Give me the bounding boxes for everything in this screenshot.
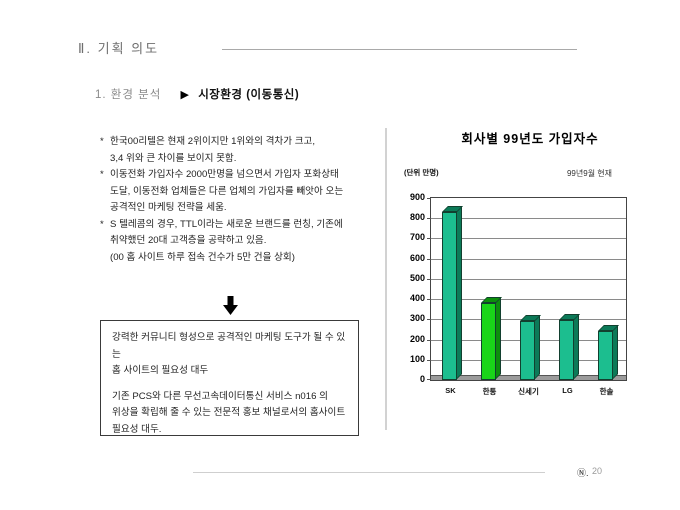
pointer-triangle-icon: ▶ (180, 89, 189, 101)
section-number: 1. 환경 분석 (95, 89, 162, 101)
bar-LG (559, 314, 580, 380)
y-tick-label: 400 (409, 293, 425, 304)
x-tick-label: 한통 (482, 387, 497, 396)
slide-title: Ⅱ. 기획 의도 (78, 41, 160, 56)
y-tick-mark (427, 359, 431, 361)
chart-y-axis: 0 100 200 300 400 500 600 700 800 900 (398, 192, 425, 384)
gridline (431, 299, 626, 301)
gridline (431, 238, 626, 240)
page-number: 20 (592, 466, 603, 476)
chart-plot: SK 한통 신세기 LG 한솔 (427, 197, 627, 396)
down-arrow-icon (223, 296, 238, 315)
bar-한통 (481, 297, 502, 380)
bullet-text: 한국00리텔은 현재 2위이지만 1위와의 격차가 크고, 3,4 위와 큰 차… (110, 136, 316, 164)
section-heading: 1. 환경 분석 ▶ 시장환경 (이동통신) (95, 86, 299, 102)
footer-divider (193, 472, 545, 473)
list-item: * S 텔레콤의 경우, TTL이라는 새로운 브랜드를 런칭, 기존에 취약했… (100, 217, 382, 267)
conclusion-paragraph: 강력한 커뮤니티 형성으로 공격적인 마케팅 도구가 될 수 있는 홈 사이트의… (112, 332, 346, 376)
y-tick-mark (427, 299, 431, 301)
bar-front-face (520, 321, 535, 380)
y-tick-mark (427, 339, 431, 341)
y-tick-label: 200 (409, 333, 425, 344)
y-tick-mark (427, 218, 431, 220)
bar-front-face (481, 303, 496, 380)
section-title: 시장환경 (이동통신) (198, 89, 300, 101)
bar-front-face (559, 320, 574, 380)
gridline (431, 218, 626, 220)
x-tick-label: LG (562, 386, 573, 395)
y-tick-label: 100 (409, 353, 425, 364)
chart-asof-label: 99년9월 현재 (566, 169, 612, 178)
bullet-marker: * (100, 218, 104, 230)
y-tick-label: 600 (409, 252, 425, 263)
y-tick-label: 900 (409, 192, 425, 202)
y-tick-label: 800 (409, 212, 425, 223)
gridline (431, 278, 626, 280)
y-tick-mark (427, 278, 431, 280)
y-tick-label: 500 (409, 272, 425, 283)
bullet-text: S 텔레콤의 경우, TTL이라는 새로운 브랜드를 런칭, 기존에 취약했던 … (110, 218, 343, 263)
y-tick-label: 700 (409, 232, 425, 243)
bar-SK (442, 206, 463, 380)
y-tick-label: 0 (419, 374, 425, 384)
y-tick-mark (427, 379, 431, 380)
list-item: * 한국00리텔은 현재 2위이지만 1위와의 격차가 크고, 3,4 위와 큰… (100, 134, 382, 167)
list-item: * 이동전화 가입자수 2000만명을 넘으면서 가입자 포화상태 도달, 이동… (100, 167, 382, 217)
y-tick-mark (427, 238, 431, 240)
x-tick-label: 신세기 (518, 387, 539, 396)
footer-logo: Ⓝ. (577, 468, 589, 478)
chart-unit-label: (단위 만명) (404, 168, 439, 177)
bullet-text: 이동전화 가입자수 2000만명을 넘으면서 가입자 포화상태 도달, 이동전화… (110, 169, 344, 213)
y-tick-mark (427, 198, 431, 199)
conclusion-paragraph: 기존 PCS와 다른 무선고속데이터통신 서비스 n016 의 위상을 확립해 … (112, 390, 346, 435)
chart-title: 회사별 99년도 가입자수 (461, 132, 599, 146)
y-tick-label: 300 (409, 313, 425, 324)
conclusion-box: 강력한 커뮤니티 형성으로 공격적인 마케팅 도구가 될 수 있는 홈 사이트의… (100, 320, 359, 436)
vertical-divider (385, 128, 387, 430)
bar-front-face (598, 331, 613, 380)
bar-한솔 (598, 325, 619, 380)
y-tick-mark (427, 319, 431, 321)
bullet-marker: * (100, 169, 104, 180)
bar-front-face (442, 212, 457, 380)
bar-신세기 (520, 315, 541, 380)
y-tick-mark (427, 258, 431, 260)
gridline (431, 258, 626, 260)
bullet-marker: * (100, 136, 104, 147)
x-tick-label: 한솔 (599, 387, 614, 396)
header-divider (222, 49, 577, 50)
analysis-bullet-list: * 한국00리텔은 현재 2위이지만 1위와의 격차가 크고, 3,4 위와 큰… (100, 134, 382, 266)
x-tick-label: SK (445, 386, 456, 395)
